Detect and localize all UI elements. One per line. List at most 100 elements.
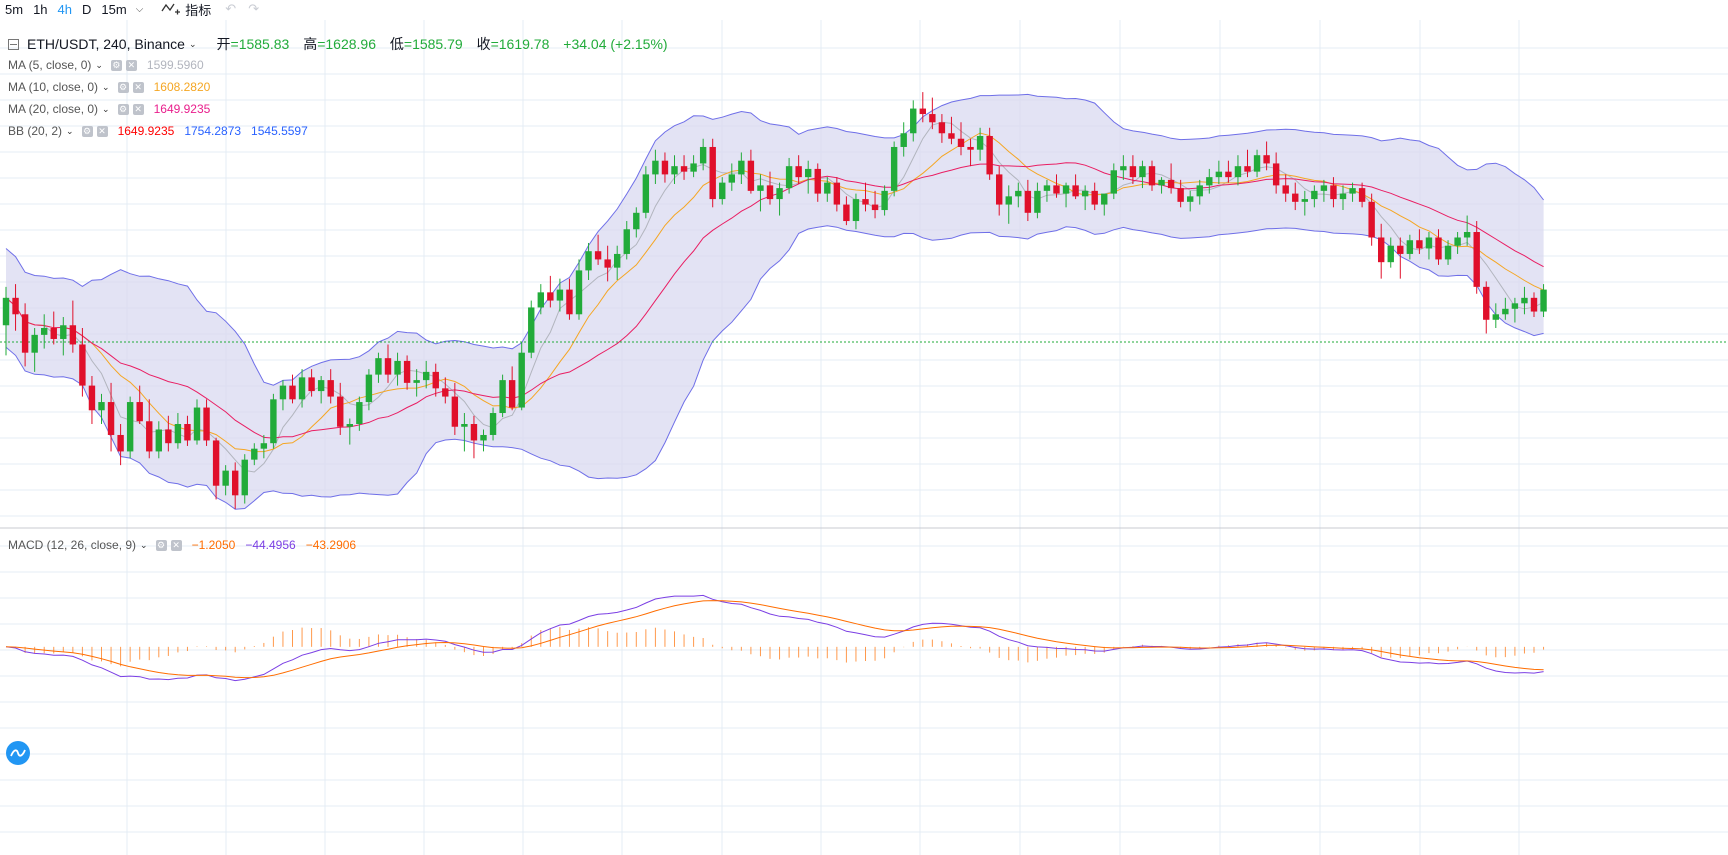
candle-body: [1387, 245, 1394, 263]
candle-body: [996, 174, 1003, 205]
candle-body: [1167, 179, 1175, 189]
candle-body: [1034, 190, 1041, 213]
candle-body: [1253, 155, 1261, 172]
indicator-name[interactable]: MA (20, close, 0): [8, 102, 99, 116]
candle-body: [776, 188, 783, 200]
candle: [1406, 234, 1414, 260]
settings-icon[interactable]: ⚙: [117, 103, 129, 115]
candle: [728, 163, 735, 191]
close-icon[interactable]: ✕: [132, 81, 144, 93]
candle: [652, 149, 659, 184]
candle: [556, 278, 564, 312]
candle: [547, 275, 554, 308]
interval-1h[interactable]: 1h: [33, 1, 48, 17]
interval-d[interactable]: D: [82, 1, 92, 17]
candle: [222, 465, 229, 496]
candle-body: [900, 133, 907, 147]
indicators-button[interactable]: 指标: [147, 0, 219, 19]
candle: [604, 245, 611, 282]
candle-body: [279, 385, 287, 400]
candle-body: [1062, 185, 1070, 194]
tradingview-logo-icon[interactable]: [6, 741, 30, 765]
candle: [1416, 229, 1423, 254]
candle: [155, 421, 162, 459]
chevron-down-icon[interactable]: ⌄: [66, 125, 74, 136]
bollinger-band-fill: [6, 94, 1544, 510]
candle: [1349, 182, 1356, 202]
candle: [948, 116, 955, 145]
close-icon[interactable]: ✕: [125, 59, 137, 71]
close-icon[interactable]: ✕: [132, 103, 144, 115]
candle: [212, 437, 220, 500]
candle-body: [1368, 201, 1375, 238]
candle: [957, 122, 965, 156]
candle: [1034, 182, 1041, 219]
candle-body: [442, 388, 449, 397]
candle-body: [1397, 245, 1404, 254]
candle: [805, 160, 812, 194]
candle-body: [480, 434, 487, 441]
interval-5m[interactable]: 5m: [5, 1, 24, 17]
candle: [232, 462, 239, 510]
candle: [241, 454, 248, 504]
candle: [1330, 177, 1337, 208]
settings-icon[interactable]: ⚙: [81, 125, 93, 137]
candle: [126, 396, 134, 459]
candle-body: [1378, 237, 1385, 263]
candle: [1206, 168, 1213, 194]
candle-body: [155, 429, 162, 452]
candle: [566, 278, 573, 320]
chevron-down-icon[interactable]: ⌄: [188, 38, 197, 49]
candle: [1244, 149, 1251, 178]
collapse-legend-icon[interactable]: [8, 38, 19, 50]
interval-15m[interactable]: 15m: [101, 1, 127, 17]
chevron-down-icon[interactable]: ⌄: [102, 81, 110, 92]
candle: [21, 303, 29, 367]
candle-body: [403, 360, 411, 383]
candle: [680, 155, 688, 180]
candle: [1540, 284, 1547, 318]
candle: [986, 127, 993, 180]
candle-body: [88, 385, 96, 411]
candle: [757, 174, 764, 212]
interval-4h[interactable]: 4h: [57, 1, 72, 17]
candle-body: [327, 380, 334, 397]
symbol-title[interactable]: ETH/USDT, 240, Binance: [27, 36, 185, 52]
candle: [260, 434, 268, 459]
settings-icon[interactable]: ⚙: [110, 59, 122, 71]
close-icon[interactable]: ✕: [96, 125, 108, 137]
indicator-name[interactable]: MACD (12, 26, close, 9): [8, 538, 137, 552]
close-icon[interactable]: ✕: [170, 539, 182, 551]
indicator-name[interactable]: MA (10, close, 0): [8, 80, 99, 94]
settings-icon[interactable]: ⚙: [117, 81, 129, 93]
settings-icon[interactable]: ⚙: [155, 539, 167, 551]
candle: [1101, 193, 1108, 216]
candle-body: [766, 185, 774, 200]
candle-body: [547, 292, 554, 301]
candle: [671, 155, 678, 184]
candle: [1511, 297, 1519, 323]
candle: [1320, 179, 1328, 202]
indicator-name[interactable]: BB (20, 2): [8, 124, 63, 138]
interval-toolbar: 5m 1h 4h D 15m ⌵ 指标 ↶ ↷: [0, 0, 1728, 18]
candle: [537, 284, 544, 315]
candle-body: [212, 440, 220, 486]
undo-icon[interactable]: ↶: [225, 1, 237, 16]
candle: [394, 352, 401, 386]
candle-body: [1215, 171, 1223, 178]
macd-line-value: −44.4956: [245, 538, 296, 552]
chevron-down-icon[interactable]: ⌄: [140, 539, 148, 550]
candle: [1215, 160, 1223, 184]
candle-body: [824, 182, 831, 194]
chevron-down-icon[interactable]: ⌄: [102, 103, 110, 114]
candle-body: [1320, 185, 1328, 191]
chevron-down-icon[interactable]: ⌵: [135, 3, 144, 15]
redo-icon[interactable]: ↷: [248, 1, 260, 16]
candle-body: [833, 182, 841, 205]
candle: [423, 360, 430, 389]
candle-body: [12, 297, 19, 315]
chevron-down-icon[interactable]: ⌄: [95, 59, 103, 70]
indicator-name[interactable]: MA (5, close, 0): [8, 58, 92, 72]
candle-body: [976, 136, 984, 150]
